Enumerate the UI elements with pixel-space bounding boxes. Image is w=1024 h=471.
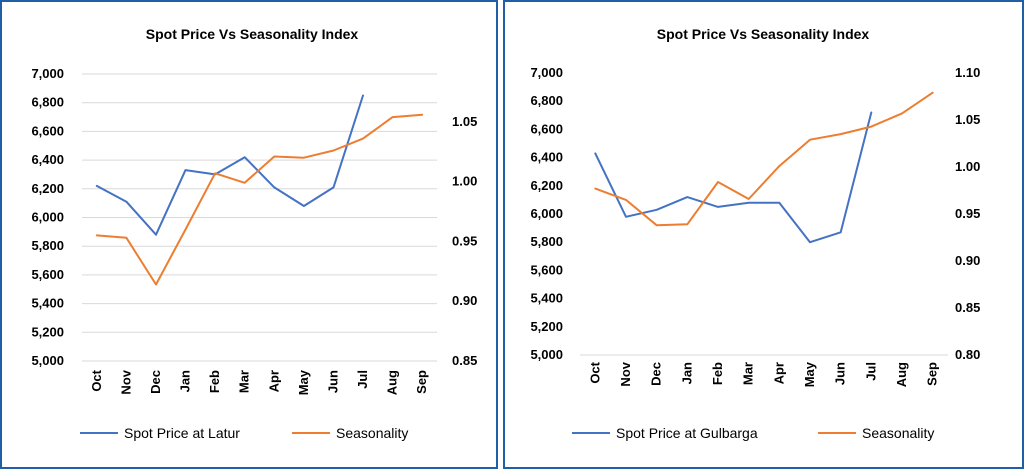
x-axis-tick-label: Nov: [618, 361, 633, 386]
x-axis-tick-label: May: [802, 361, 817, 387]
left-axis-tick-label: 5,400: [31, 296, 64, 311]
left-axis-tick-label: 5,600: [31, 267, 64, 282]
legend-label: Seasonality: [862, 425, 934, 441]
right-axis-tick-label: 0.95: [452, 233, 477, 248]
left-axis-tick-label: 5,600: [530, 262, 563, 277]
chart-left-svg: Spot Price Vs Seasonality Index 5,000 5,20…: [31, 26, 477, 441]
legend-label: Spot Price at Gulbarga: [616, 425, 758, 441]
x-axis-tick-label: Jun: [833, 362, 848, 385]
series-line-spot-price: [95, 94, 364, 236]
x-axis-tick-label: Oct: [89, 369, 104, 391]
left-axis-tick-label: 5,400: [530, 291, 563, 306]
x-axis-tick-label: Aug: [385, 370, 400, 395]
x-axis-tick-label: Jul: [863, 362, 878, 381]
left-axis-tick-label: 5,800: [31, 238, 64, 253]
chart-panel-right: Spot Price Vs Seasonality Index 5,000 5,20…: [503, 0, 1024, 469]
x-axis-tick-label: Feb: [710, 362, 725, 385]
x-axis-tick-label: Feb: [207, 370, 222, 393]
right-axis-tick-label: 0.85: [452, 353, 477, 368]
legend-label: Spot Price at Latur: [124, 425, 240, 441]
series-line-spot-price: [594, 111, 873, 244]
panel-divider: [498, 0, 503, 471]
chart-title: Spot Price Vs Seasonality Index: [146, 26, 359, 42]
x-axis-tick-label: Dec: [148, 370, 163, 394]
x-axis-tick-label: Apr: [266, 370, 281, 392]
x-axis-tick-label: Mar: [237, 370, 252, 393]
left-axis-tick-label: 6,200: [31, 181, 64, 196]
x-axis-tick-label: May: [296, 369, 311, 395]
x-axis-tick-label: Mar: [741, 362, 756, 385]
left-axis-tick-label: 6,600: [530, 121, 563, 136]
right-axis-tick-label: 1.05: [452, 114, 477, 129]
series-line-seasonality: [95, 113, 424, 286]
series-line-seasonality: [594, 91, 934, 227]
chart-panel-left: Spot Price Vs Seasonality Index 5,000 5,20…: [0, 0, 498, 469]
x-axis-tick-label: Aug: [894, 362, 909, 387]
x-axis-tick-label: Apr: [771, 362, 786, 384]
x-axis-tick-label: Jan: [679, 362, 694, 384]
x-axis-tick-label: Nov: [118, 369, 133, 394]
x-axis-tick-label: Dec: [649, 362, 664, 386]
x-axis-tick-label: Jun: [325, 370, 340, 393]
right-axis-tick-label: 0.85: [955, 300, 980, 315]
right-axis-tick-label: 1.10: [955, 65, 980, 80]
left-axis-tick-label: 5,200: [31, 324, 64, 339]
left-axis-tick-label: 6,400: [530, 150, 563, 165]
left-axis-tick-label: 6,000: [530, 206, 563, 221]
left-axis-tick-label: 5,000: [31, 353, 64, 368]
chart-right-svg: Spot Price Vs Seasonality Index 5,000 5,20…: [530, 26, 980, 441]
legend-label: Seasonality: [336, 425, 408, 441]
chart-title: Spot Price Vs Seasonality Index: [657, 26, 870, 42]
left-axis-tick-label: 6,800: [530, 93, 563, 108]
left-axis-tick-label: 6,200: [530, 178, 563, 193]
left-axis-tick-label: 5,200: [530, 319, 563, 334]
left-axis-tick-label: 5,800: [530, 234, 563, 249]
left-axis-tick-label: 6,000: [31, 210, 64, 225]
right-axis-tick-label: 0.90: [955, 253, 980, 268]
left-axis-tick-label: 7,000: [31, 66, 64, 81]
left-axis-tick-label: 7,000: [530, 65, 563, 80]
left-axis-tick-label: 5,000: [530, 347, 563, 362]
x-axis-tick-label: Jan: [178, 370, 193, 392]
right-axis-tick-label: 1.00: [955, 159, 980, 174]
left-axis-tick-label: 6,400: [31, 152, 64, 167]
x-axis-tick-label: Sep: [925, 362, 940, 386]
left-axis-tick-label: 6,800: [31, 95, 64, 110]
x-axis-tick-label: Oct: [587, 361, 602, 383]
right-axis-tick-label: 1.00: [452, 174, 477, 189]
right-axis-tick-label: 0.95: [955, 206, 980, 221]
left-axis-tick-label: 6,600: [31, 123, 64, 138]
x-axis-tick-label: Jul: [355, 370, 370, 389]
right-axis-tick-label: 0.80: [955, 347, 980, 362]
right-axis-tick-label: 1.05: [955, 112, 980, 127]
right-axis-tick-label: 0.90: [452, 293, 477, 308]
x-axis-tick-label: Sep: [414, 370, 429, 394]
